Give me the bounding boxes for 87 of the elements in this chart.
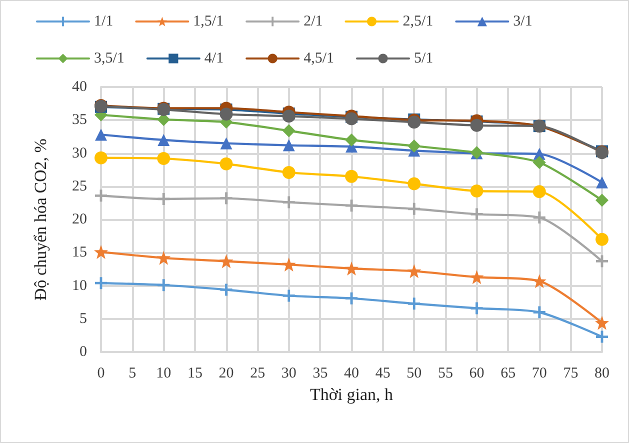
point: [282, 139, 295, 152]
point: [532, 274, 546, 288]
x-tick-label: 30: [281, 366, 296, 382]
x-tick-label: 75: [563, 366, 578, 382]
point: [596, 330, 608, 343]
x-tick-label: 70: [532, 366, 547, 382]
point: [470, 302, 483, 314]
x-tick-label: 55: [438, 366, 453, 382]
point: [344, 262, 358, 276]
point: [596, 255, 608, 268]
point: [596, 176, 608, 188]
point: [470, 208, 483, 220]
legend-label: 3/1: [513, 14, 532, 30]
point: [533, 212, 546, 224]
point: [408, 139, 421, 152]
y-tick-label: 0: [80, 344, 87, 360]
point: [470, 270, 484, 284]
point: [345, 134, 358, 146]
point: [596, 194, 608, 207]
legend-label: 4/1: [204, 50, 224, 66]
point: [95, 128, 107, 141]
point: [345, 112, 358, 126]
point: [470, 184, 484, 198]
point: [158, 279, 170, 292]
point: [470, 118, 484, 132]
point: [408, 202, 420, 215]
y-tick-label: 25: [72, 178, 87, 194]
point: [533, 306, 546, 318]
point: [595, 316, 609, 330]
legend-label: 5/1: [414, 50, 434, 66]
y-axis-title: Độ chuyển hóa CO2, %: [31, 138, 50, 300]
x-tick-label: 25: [250, 366, 266, 382]
point: [346, 292, 358, 304]
point: [282, 196, 295, 208]
legend-label: 2,5/1: [402, 14, 434, 30]
x-tick-label: 0: [97, 366, 105, 382]
point: [345, 170, 358, 183]
x-tick-label: 45: [375, 366, 390, 382]
point: [156, 250, 171, 265]
point: [220, 108, 233, 121]
y-tick-label: 40: [72, 79, 87, 95]
x-tick-label: 15: [187, 366, 202, 382]
point: [282, 258, 296, 272]
legend-label: 4,5/1: [304, 50, 334, 66]
point: [220, 137, 232, 150]
x-tick-label: 10: [156, 366, 172, 382]
legend-label: 2/1: [304, 14, 323, 30]
point: [95, 277, 107, 290]
point: [158, 192, 170, 205]
point: [282, 110, 296, 123]
y-tick-label: 35: [72, 112, 87, 128]
point: [95, 190, 107, 202]
y-tick-label: 20: [72, 212, 87, 228]
y-tick-label: 5: [80, 310, 87, 327]
point: [220, 157, 233, 170]
point: [220, 284, 232, 296]
legend-label: 3,5/1: [94, 50, 124, 66]
legend-label: 1/1: [94, 14, 114, 30]
point: [282, 124, 296, 138]
y-tick-label: 30: [72, 145, 87, 162]
point: [282, 290, 295, 302]
point: [94, 244, 108, 259]
point: [157, 152, 170, 166]
point: [346, 200, 358, 212]
x-tick-label: 50: [406, 366, 422, 382]
point: [94, 151, 108, 164]
point: [596, 232, 608, 246]
point: [408, 177, 421, 190]
point: [219, 254, 234, 268]
x-tick-label: 35: [312, 366, 328, 382]
x-tick-label: 40: [344, 366, 359, 382]
x-tick-label: 5: [128, 366, 136, 382]
x-tick-label: 65: [500, 366, 516, 382]
y-tick-label: 15: [72, 244, 87, 261]
point: [407, 264, 422, 278]
x-axis-title: Thời gian, h: [310, 385, 394, 404]
point: [532, 185, 546, 198]
point: [220, 192, 232, 204]
x-tick-label: 60: [469, 366, 484, 382]
y-tick-label: 10: [72, 278, 87, 294]
point: [158, 134, 170, 146]
x-tick-label: 80: [594, 366, 610, 382]
x-tick-label: 20: [218, 366, 234, 382]
legend-label: 1,5/1: [193, 14, 224, 30]
point: [532, 156, 546, 170]
point: [282, 166, 296, 179]
point: [408, 298, 420, 310]
